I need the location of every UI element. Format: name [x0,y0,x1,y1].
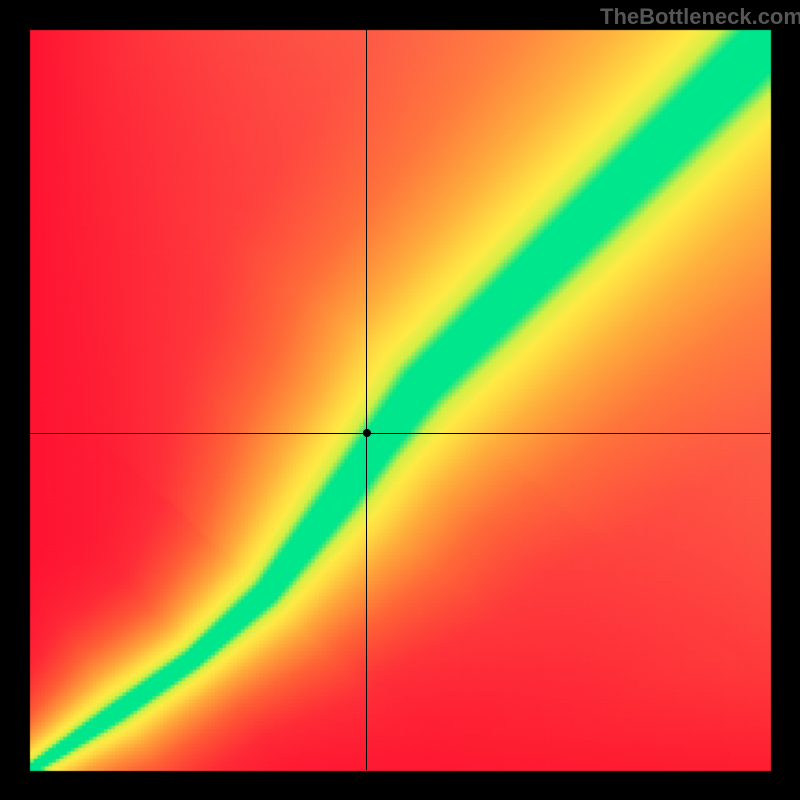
crosshair-horizontal [30,433,770,434]
bottleneck-heatmap [0,0,800,800]
crosshair-vertical [366,30,367,770]
crosshair-marker-dot [363,429,371,437]
watermark-label: TheBottleneck.com [600,4,800,30]
